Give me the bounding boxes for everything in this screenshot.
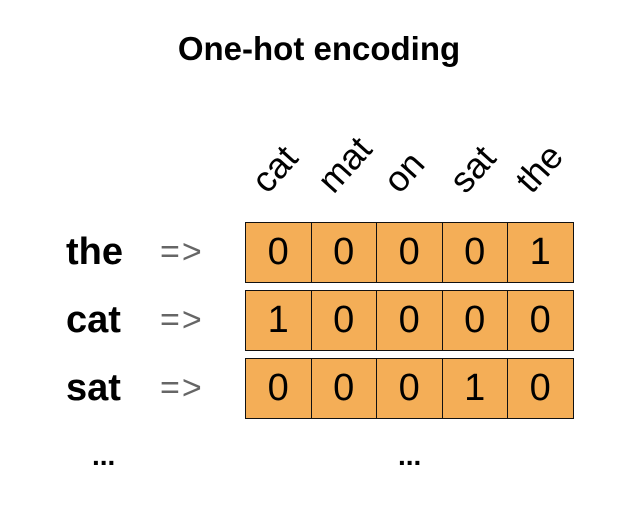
diagram-title: One-hot encoding xyxy=(177,30,461,67)
vector-cell: 0 xyxy=(442,291,508,350)
column-label-mat: mat xyxy=(309,128,380,201)
matrix-ellipsis: ... xyxy=(398,440,422,471)
column-label-cat: cat xyxy=(243,137,306,201)
vector-cell: 0 xyxy=(246,223,312,282)
column-label-the: the xyxy=(507,135,571,201)
row-word: cat xyxy=(66,299,121,341)
vector-cell: 0 xyxy=(508,291,573,350)
vector-cell: 0 xyxy=(246,359,312,418)
column-label-on: on xyxy=(375,143,433,201)
vector-cell: 1 xyxy=(442,359,508,418)
arrow: => xyxy=(160,301,204,339)
vector-cell: 0 xyxy=(508,359,573,418)
vector-cell: 0 xyxy=(377,359,443,418)
rows-ellipsis: ... xyxy=(92,440,116,471)
arrow: => xyxy=(160,369,204,407)
vector-cell: 0 xyxy=(442,223,508,282)
column-label-sat: sat xyxy=(441,137,504,201)
vector-cell: 0 xyxy=(377,291,443,350)
vector-cell: 0 xyxy=(311,223,377,282)
vector-cell: 0 xyxy=(311,291,377,350)
vector-cell: 0 xyxy=(311,359,377,418)
vector-cell: 1 xyxy=(508,223,573,282)
row-word: sat xyxy=(66,367,121,409)
vector-cell: 1 xyxy=(246,291,312,350)
vector-cell: 0 xyxy=(377,223,443,282)
arrow: => xyxy=(160,233,204,271)
row-word: the xyxy=(66,231,123,273)
